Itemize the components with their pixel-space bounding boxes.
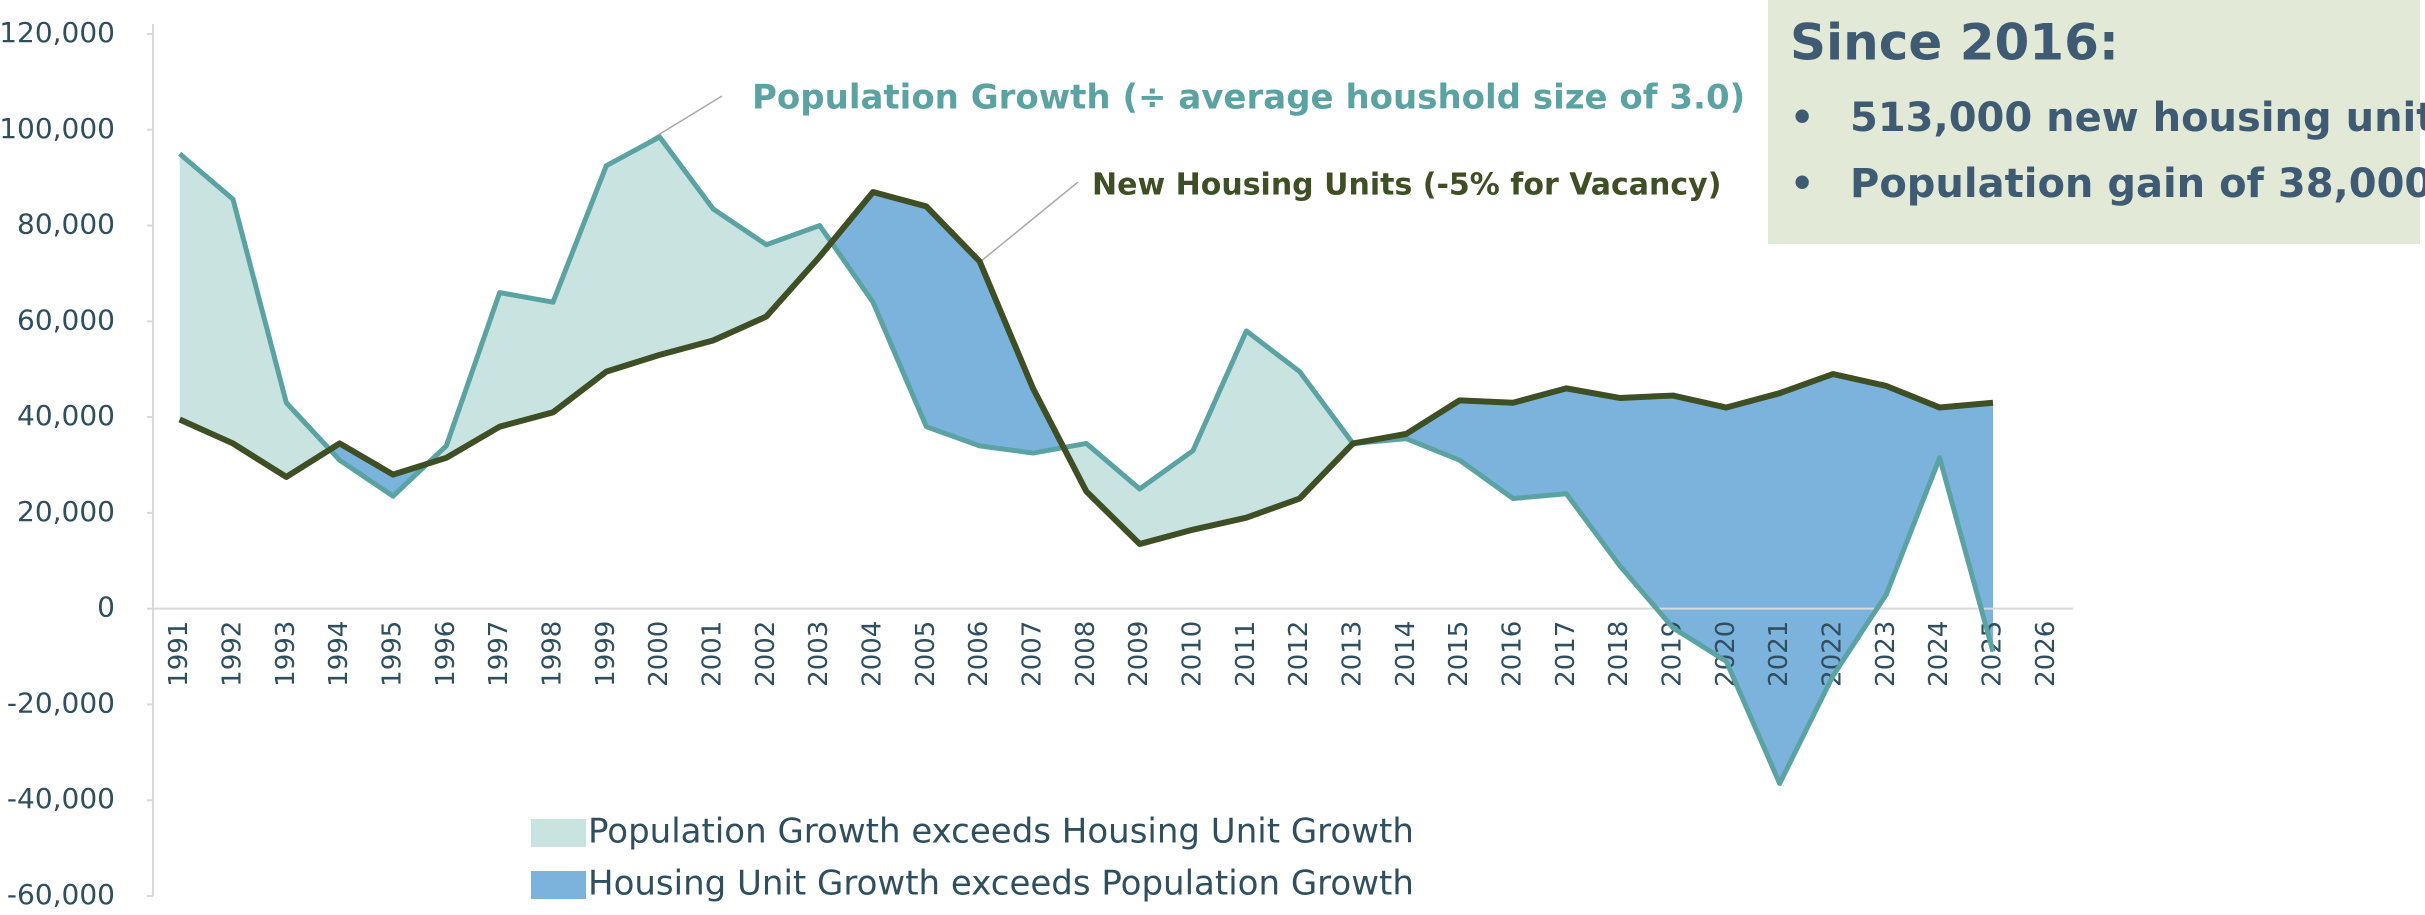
y-tick-label: 120,000 xyxy=(0,16,115,49)
x-tick-label: 1997 xyxy=(484,621,514,687)
series-label: Population Growth (÷ average houshold si… xyxy=(752,78,1745,118)
x-tick-label: 2004 xyxy=(858,621,888,687)
y-tick-label: 60,000 xyxy=(17,303,115,336)
x-tick-label: 2010 xyxy=(1178,621,1208,687)
y-tick-label: 0 xyxy=(97,591,115,624)
gap-area xyxy=(179,153,330,477)
x-tick-label: 2021 xyxy=(1764,621,1794,687)
y-tick-label: -60,000 xyxy=(7,878,115,911)
callout-bullet: Population gain of 38,000 xyxy=(1850,161,2425,207)
leader-line xyxy=(649,95,723,141)
legend-label: Population Growth exceeds Housing Unit G… xyxy=(588,812,1414,852)
y-tick-label: 100,000 xyxy=(0,112,115,145)
y-tick-label: -40,000 xyxy=(7,782,115,815)
x-tick-label: 2011 xyxy=(1231,621,1261,687)
legend-label: Housing Unit Growth exceeds Population G… xyxy=(588,864,1414,904)
gap-area xyxy=(427,136,832,464)
leader-line xyxy=(979,181,1079,263)
x-tick-label: 2025 xyxy=(1978,621,2008,687)
x-tick-label: 2018 xyxy=(1604,621,1634,687)
x-tick-label: 2019 xyxy=(1658,621,1688,687)
y-tick-label: 20,000 xyxy=(17,495,115,528)
x-tick-label: 2003 xyxy=(804,621,834,687)
x-tick-label: 2005 xyxy=(911,621,941,687)
gap-area xyxy=(831,192,1064,454)
x-tick-label: 1995 xyxy=(378,621,408,687)
x-tick-label: 1999 xyxy=(591,621,621,687)
x-tick-label: 1991 xyxy=(164,621,194,687)
x-tick-label: 2026 xyxy=(2031,621,2061,687)
x-tick-label: 1994 xyxy=(324,621,354,687)
gap-area xyxy=(1063,330,1353,545)
x-tick-label: 2000 xyxy=(644,621,674,687)
x-tick-label: 1993 xyxy=(271,621,301,687)
legend-swatch xyxy=(531,819,586,847)
plot xyxy=(179,136,1993,784)
x-tick-label: 2014 xyxy=(1391,621,1421,687)
x-tick-label: 2009 xyxy=(1124,621,1154,687)
callout-title: Since 2016: xyxy=(1790,14,2119,72)
y-tick-label: 40,000 xyxy=(17,399,115,432)
gap-area xyxy=(329,443,428,497)
bullet-dot: • xyxy=(1790,162,1814,206)
x-tick-label: 2001 xyxy=(698,621,728,687)
x-tick-label: 2013 xyxy=(1338,621,1368,687)
x-tick-label: 2006 xyxy=(964,621,994,687)
x-tick-label: 2023 xyxy=(1871,621,1901,687)
x-tick-label: 2007 xyxy=(1018,621,1048,687)
x-tick-label: 2015 xyxy=(1444,621,1474,687)
callout-box xyxy=(1768,0,2420,244)
y-tick-label: 80,000 xyxy=(17,208,115,241)
x-tick-label: 2002 xyxy=(751,621,781,687)
x-tick-label: 2012 xyxy=(1284,621,1314,687)
x-tick-label: 1998 xyxy=(538,621,568,687)
x-tick-label: 2017 xyxy=(1551,621,1581,687)
x-tick-label: 2008 xyxy=(1071,621,1101,687)
x-tick-label: 1996 xyxy=(431,621,461,687)
x-tick-label: 2016 xyxy=(1498,621,1528,687)
x-tick-label: 2024 xyxy=(1924,621,1954,687)
legend-swatch xyxy=(531,871,586,899)
callout-bullet: 513,000 new housing units xyxy=(1850,95,2425,141)
bullet-dot: • xyxy=(1790,96,1814,140)
x-tick-label: 1992 xyxy=(218,621,248,687)
gap-area xyxy=(1353,374,1993,784)
series-line xyxy=(178,134,1996,786)
y-tick-label: -20,000 xyxy=(7,686,115,719)
series-line xyxy=(178,189,1994,548)
series-label: New Housing Units (-5% for Vacancy) xyxy=(1092,168,1721,203)
